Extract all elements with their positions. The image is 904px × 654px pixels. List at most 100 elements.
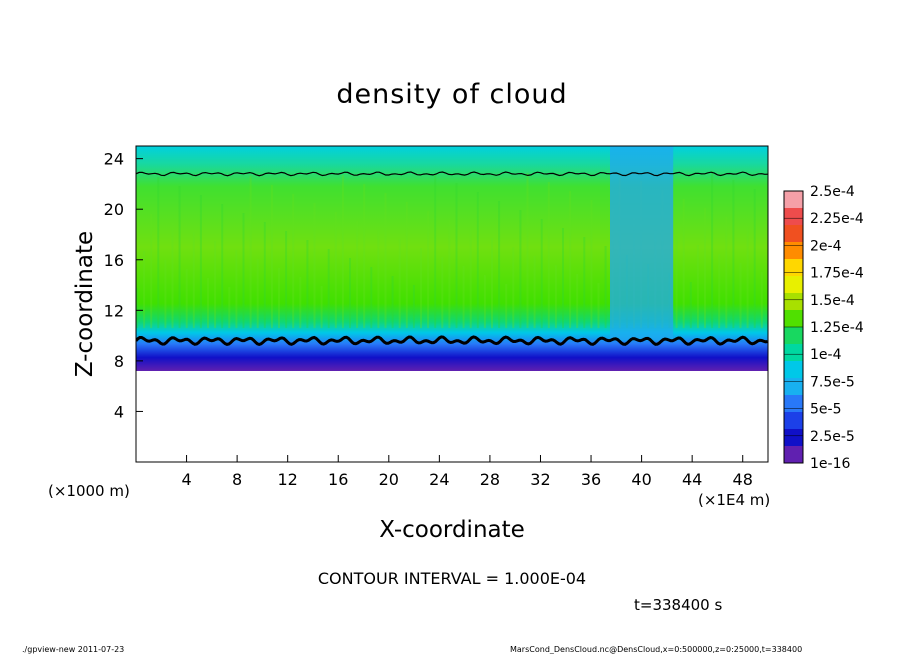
x-tick-label: 4 xyxy=(181,470,191,489)
y-tick-label: 8 xyxy=(114,352,124,371)
field-streak xyxy=(143,251,146,329)
field-streak xyxy=(760,272,763,329)
field-streak xyxy=(519,210,522,329)
colorbar-swatch xyxy=(784,259,803,277)
field-streak xyxy=(562,228,564,329)
x-tick-label: 40 xyxy=(631,470,651,489)
footer-left: ./gpview-new 2011-07-23 xyxy=(22,645,124,654)
field-streak xyxy=(746,226,749,329)
footer-right: MarsCond_DensCloud.nc@DensCloud,x=0:5000… xyxy=(510,645,802,654)
plot-frame xyxy=(135,145,769,463)
field-streak xyxy=(341,175,344,329)
colorbar-label: 1.5e-4 xyxy=(810,293,855,309)
field-streak xyxy=(412,285,415,329)
field-streak xyxy=(334,212,337,329)
field-streak xyxy=(753,189,756,329)
field-streak xyxy=(682,199,685,329)
field-streak xyxy=(540,219,543,329)
field-streak xyxy=(533,256,536,329)
field-streak xyxy=(327,249,330,329)
x-tick-label: 12 xyxy=(278,470,298,489)
disturbance-region xyxy=(610,146,674,341)
contour-line-lower xyxy=(136,335,768,346)
y-tick-label: 4 xyxy=(114,402,124,421)
field-streak xyxy=(732,180,735,329)
field-streak xyxy=(192,232,195,329)
field-streak xyxy=(583,237,586,329)
field-streak xyxy=(420,248,422,329)
field-streak xyxy=(164,260,167,329)
field-streak xyxy=(185,269,188,329)
x-axis: 4 8 12 16 20 24 28 32 36 40 44 48 xyxy=(181,455,753,489)
field-streak xyxy=(356,221,359,329)
field-streak xyxy=(576,274,579,329)
field-streak xyxy=(249,176,252,329)
plot-area xyxy=(136,146,768,371)
colorbar-swatch xyxy=(784,395,803,413)
x-tick-label: 32 xyxy=(530,470,550,489)
field-streak xyxy=(512,247,515,329)
colorbar-swatch xyxy=(784,361,803,379)
field-streak xyxy=(469,229,472,329)
field-streak xyxy=(405,202,408,329)
colorbar-swatch xyxy=(784,327,803,345)
field-streak xyxy=(398,239,401,329)
field-streak xyxy=(739,263,742,329)
colorbar-swatch xyxy=(784,378,803,396)
colorbar-swatch xyxy=(784,412,803,430)
field-streak xyxy=(270,185,273,329)
field-streak xyxy=(455,183,458,329)
colorbar-swatch xyxy=(784,429,803,447)
colorbar-label: 1e-4 xyxy=(810,347,842,363)
colorbar-label: 2.25e-4 xyxy=(810,211,864,227)
x-tick-label: 36 xyxy=(581,470,601,489)
contour-interval: CONTOUR INTERVAL = 1.000E-04 xyxy=(318,569,586,588)
field-streak xyxy=(427,211,430,329)
field-streak xyxy=(526,173,529,329)
x-tick-label: 28 xyxy=(480,470,500,489)
x-tick-label: 44 xyxy=(682,470,702,489)
colorbar-label: 2e-4 xyxy=(810,238,842,254)
field-streak xyxy=(221,204,224,329)
field-streak xyxy=(377,230,380,329)
field-streak xyxy=(604,246,607,329)
field-streak xyxy=(207,278,209,329)
field-streak xyxy=(554,265,557,329)
field-streak xyxy=(675,236,678,329)
field-streak xyxy=(235,250,238,329)
field-streak xyxy=(441,257,444,329)
field-streak xyxy=(384,193,387,329)
colorbar-swatch xyxy=(784,293,803,311)
y-axis-label: Z-coordinate xyxy=(72,231,98,377)
colorbar-label: 1.25e-4 xyxy=(810,320,864,336)
field-streak xyxy=(199,195,202,329)
field-streak xyxy=(391,276,394,329)
colorbar-swatch xyxy=(784,276,803,294)
field-streak xyxy=(157,177,160,329)
field-streak xyxy=(704,208,706,329)
field-streak xyxy=(263,222,266,329)
field-streak xyxy=(711,171,714,329)
y-axis: 4 8 12 16 20 24 xyxy=(104,150,143,421)
x-tick-label: 48 xyxy=(733,470,753,489)
field-streak xyxy=(256,259,259,329)
x-tick-label: 20 xyxy=(379,470,399,489)
field-streak xyxy=(689,282,692,329)
x-unit-right: (×1E4 m) xyxy=(698,491,770,509)
x-tick-label: 24 xyxy=(429,470,449,489)
field-streak xyxy=(448,220,451,329)
field-streak xyxy=(370,267,373,329)
field-streak xyxy=(696,245,699,329)
field-streak xyxy=(292,194,295,329)
field-streak xyxy=(306,240,309,329)
colorbar-swatch xyxy=(784,191,803,209)
field-streak xyxy=(483,275,486,329)
field-streak xyxy=(228,287,231,329)
colorbar-label: 2.5e-5 xyxy=(810,429,855,445)
field-streak xyxy=(725,217,728,329)
colorbar-swatch xyxy=(784,310,803,328)
colorbar: 2.5e-4 2.25e-4 2e-4 1.75e-4 1.5e-4 1.25e-4 1e-… xyxy=(783,184,864,472)
colorbar-label: 5e-5 xyxy=(810,402,841,418)
field-streak xyxy=(434,174,437,329)
